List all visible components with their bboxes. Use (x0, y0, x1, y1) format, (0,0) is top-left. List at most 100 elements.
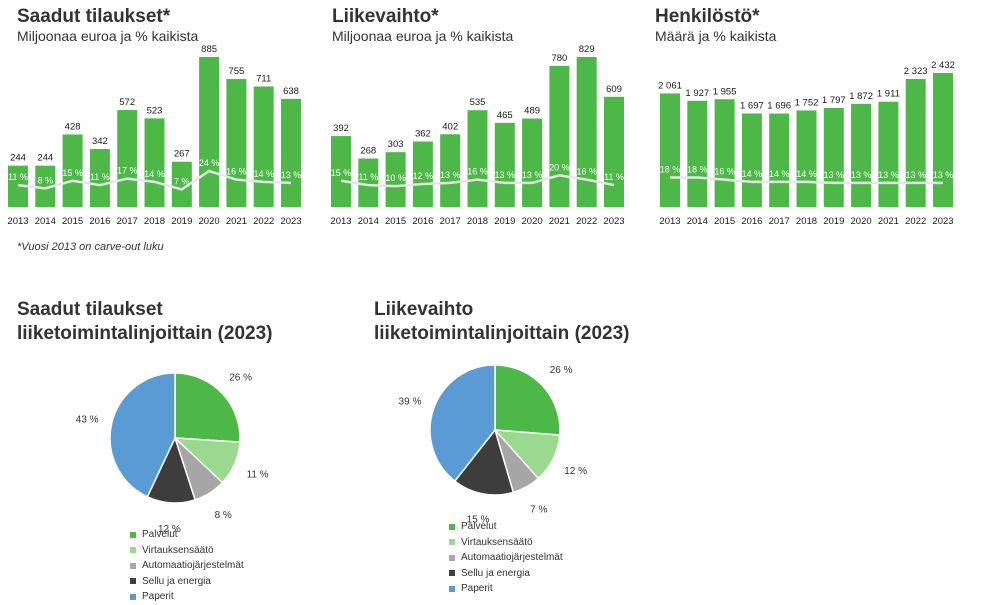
slice-label: 7 % (530, 505, 547, 516)
category-label: 2014 (358, 216, 379, 227)
bar (549, 65, 570, 207)
slice-label: 39 % (399, 397, 422, 408)
legend-item: Paperit (449, 581, 563, 597)
bar (385, 152, 406, 207)
category-label: 2021 (878, 216, 899, 227)
share-label: 13 % (878, 170, 899, 180)
category-label: 2013 (7, 216, 28, 227)
pie-chart-1-title-line1: Saadut tilaukset (17, 299, 163, 320)
category-label: 2021 (226, 216, 247, 227)
value-label: 755 (228, 66, 244, 77)
value-label: 1 872 (849, 91, 873, 102)
value-label: 303 (388, 139, 404, 150)
bar (823, 107, 844, 207)
bar-chart-orders: 244 2013 244 2014 428 2015 342 2016 572 2017 523 20… (7, 44, 301, 227)
bar (358, 158, 379, 207)
category-label: 2016 (89, 216, 110, 227)
value-label: 523 (147, 105, 163, 116)
legend-label: Automaatiojärjestelmät (142, 560, 244, 572)
legend-item: Palvelut (130, 527, 244, 543)
value-label: 342 (92, 136, 108, 147)
bar (851, 103, 872, 207)
category-label: 2023 (603, 216, 624, 227)
category-label: 2015 (385, 216, 406, 227)
share-label: 13 % (933, 170, 954, 180)
category-label: 2019 (823, 216, 844, 227)
share-label: 10 % (385, 173, 406, 183)
category-label: 2014 (35, 216, 56, 227)
value-label: 489 (524, 106, 540, 117)
pie-chart-1-title-line2: liiketoimintalinjoittain (2023) (17, 323, 273, 344)
legend-item: Sellu ja energia (449, 566, 563, 582)
category-label: 2018 (467, 216, 488, 227)
share-label: 16 % (714, 167, 735, 177)
share-label: 14 % (253, 169, 274, 179)
category-label: 2018 (796, 216, 817, 227)
legend-label: Virtauksensäätö (461, 536, 533, 548)
category-label: 2018 (144, 216, 165, 227)
legend-label: Paperit (461, 583, 493, 595)
legend-label: Palvelut (142, 529, 178, 541)
share-label: 11 % (604, 172, 624, 182)
bar (741, 113, 762, 207)
legend-item: Automaatiojärjestelmät (130, 558, 244, 574)
pie-chart-2-title-line1: Liikevaihto (374, 299, 474, 320)
legend-item: Palvelut (449, 519, 563, 535)
value-label: 392 (333, 123, 349, 134)
category-label: 2022 (253, 216, 274, 227)
legend-swatch (449, 539, 455, 546)
bar (281, 98, 301, 207)
share-label: 18 % (687, 165, 708, 175)
bar (199, 57, 220, 207)
legend-label: Automaatiojärjestelmät (461, 552, 563, 564)
legend-item: Virtauksensäätö (130, 543, 244, 559)
value-label: 609 (606, 84, 622, 95)
pie-chart-2-title-line2: liiketoimintalinjoittain (2023) (374, 323, 630, 344)
value-label: 780 (551, 53, 567, 64)
value-label: 1 696 (767, 101, 791, 112)
share-label: 11 % (358, 172, 378, 182)
value-label: 402 (442, 121, 458, 132)
bar-chart-personnel: 2 061 2013 1 927 2014 1 955 2015 1 697 2016 1 69… (658, 60, 955, 227)
bar-chart-1-subtitle: Miljoonaa euroa ja % kaikista (17, 28, 199, 44)
pie-chart-1-title: Saadut tilaukset liiketoimintalinjoittai… (17, 298, 273, 346)
category-label: 2019 (171, 216, 192, 227)
category-label: 2017 (117, 216, 138, 227)
value-label: 428 (65, 121, 81, 132)
slice-label: 15 % (467, 514, 490, 525)
value-label: 1 955 (713, 86, 737, 97)
footnote: *Vuosi 2013 on carve-out luku (17, 241, 164, 253)
value-label: 1 752 (795, 97, 819, 108)
share-line (670, 176, 943, 185)
legend-item: Sellu ja energia (130, 574, 244, 590)
value-label: 638 (283, 86, 299, 97)
bar (769, 113, 790, 207)
pie-slice (174, 372, 241, 443)
category-label: 2016 (412, 216, 433, 227)
share-label: 11 % (8, 172, 28, 182)
bar (796, 110, 817, 207)
category-label: 2016 (741, 216, 762, 227)
legend-item: Virtauksensäätö (449, 535, 563, 551)
pie-slice (453, 428, 515, 496)
legend-swatch (449, 523, 455, 530)
value-label: 885 (201, 44, 217, 55)
bar-chart-2-title: Liikevaihto* (332, 6, 439, 27)
category-label: 2017 (769, 216, 790, 227)
category-label: 2020 (522, 216, 543, 227)
pie-slice (494, 364, 561, 436)
share-label: 15 % (331, 168, 352, 178)
pie-slice (429, 364, 496, 483)
value-label: 572 (119, 97, 135, 108)
share-label: 14 % (769, 169, 790, 179)
value-label: 2 432 (931, 60, 955, 71)
share-label: 17 % (117, 166, 138, 176)
share-label: 16 % (576, 167, 597, 177)
bar (878, 101, 899, 207)
share-label: 14 % (796, 169, 817, 179)
slice-label: 26 % (550, 365, 573, 376)
bar (467, 110, 488, 207)
share-label: 18 % (660, 165, 681, 175)
bar-chart-3-title: Henkilöstö* (655, 6, 760, 27)
bar (522, 118, 543, 207)
